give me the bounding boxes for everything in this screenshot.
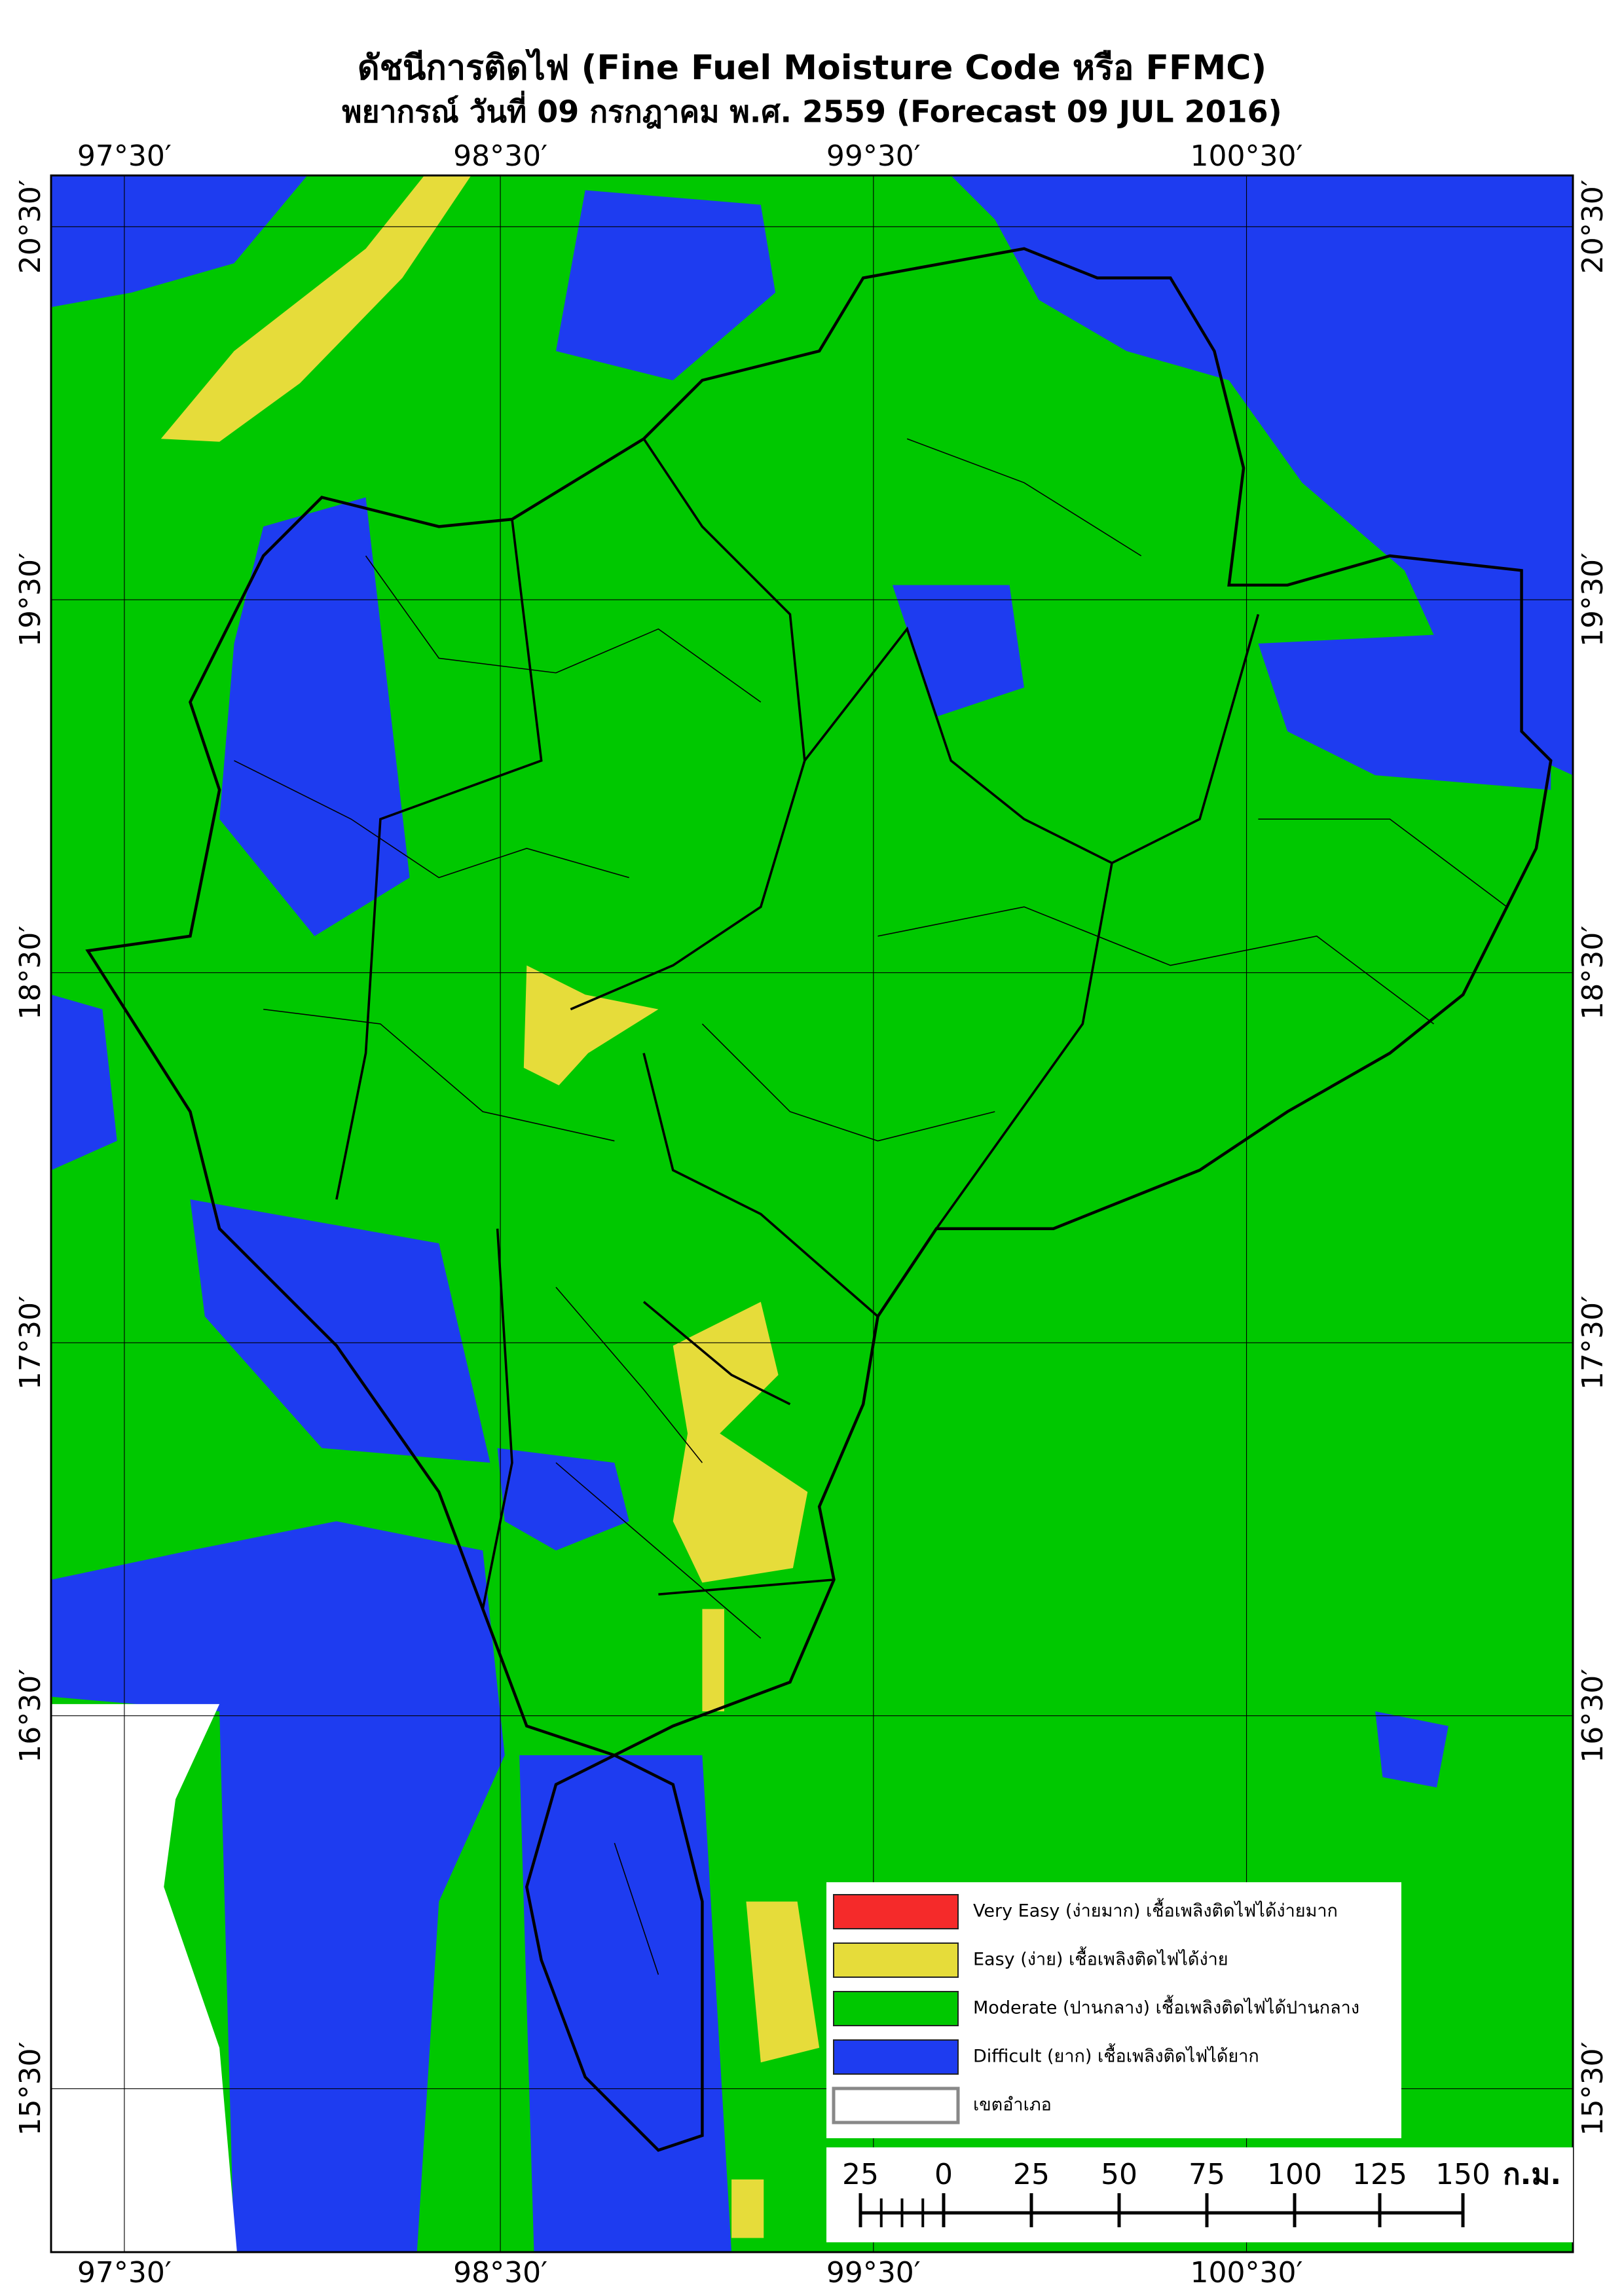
latitude-label: 16°30′ (14, 1669, 47, 1763)
latitude-label: 15°30′ (1576, 2041, 1610, 2136)
district-border (234, 438, 1507, 1975)
latitude-label: 20°30′ (1576, 179, 1610, 274)
longitude-label: 99°30′ (826, 139, 921, 173)
latitude-label: 18°30′ (1576, 926, 1610, 1020)
latitude-label: 17°30′ (1576, 1296, 1610, 1390)
easy-zone (702, 1609, 724, 1712)
subtitle: พยากรณ์ วันที่ 09 กรกฎาคม พ.ศ. 2559 (For… (342, 91, 1282, 130)
latitude-label: 19°30′ (14, 553, 47, 647)
difficult-zone (892, 585, 1024, 717)
longitude-label: 98°30′ (453, 139, 547, 173)
easy-zone (746, 1901, 820, 2063)
scale-unit: ก.ม. (1503, 2158, 1561, 2191)
legend-swatch (833, 1991, 959, 2026)
difficult-zone (951, 175, 1573, 776)
scale-bar-box (826, 2147, 1573, 2242)
easy-zone (731, 2179, 764, 2238)
scale-label: 125 (1352, 2158, 1407, 2191)
scale-label: 0 (934, 2158, 953, 2191)
longitude-label: 100°30′ (1190, 2256, 1303, 2289)
easy-zone (160, 175, 471, 442)
longitude-label: 97°30′ (77, 2256, 172, 2289)
scale-bar: 25 0 25 50 75 100 125 150 ก.ม. (842, 2158, 1561, 2227)
difficult-zone (497, 1448, 629, 1551)
latitude-label: 20°30′ (14, 179, 47, 274)
longitude-label: 97°30′ (77, 139, 172, 173)
legend-label: Easy (ง่าย) เชื้อเพลิงติดไฟได้ง่าย (973, 1946, 1228, 1970)
sea (51, 1704, 237, 2253)
graticule-labels: 97°30′ 97°30′ 98°30′ 98°30′ 99°30′ 99°30′ 100°… (14, 139, 1610, 2289)
easy-zone (673, 1302, 808, 1583)
latitude-label: 17°30′ (14, 1296, 47, 1390)
difficult-zone (51, 175, 308, 308)
longitude-label: 100°30′ (1190, 139, 1303, 173)
province-border (335, 438, 1260, 1609)
title: ดัชนีการติดไฟ (Fine Fuel Moisture Code ห… (358, 48, 1266, 88)
difficult-zone (1375, 1711, 1449, 1788)
legend-label: Moderate (ปานกลาง) เชื้อเพลิงติดไฟได้ปาน… (973, 1995, 1359, 2018)
difficult-zone (1258, 629, 1551, 790)
scale-label: 150 (1435, 2158, 1490, 2191)
latitude-label: 19°30′ (1576, 553, 1610, 647)
difficult-zone (555, 190, 776, 380)
legend: Very Easy (ง่ายมาก) เชื้อเพลิงติดไฟได้ง่… (832, 1894, 1359, 2124)
scale-label: 100 (1267, 2158, 1322, 2191)
legend-swatch (833, 1894, 959, 1929)
legend-label: เขตอำเภอ (973, 2095, 1052, 2115)
scale-label: 50 (1101, 2158, 1137, 2191)
legend-label: Difficult (ยาก) เชื้อเพลิงติดไฟได้ยาก (973, 2043, 1259, 2067)
legend-swatch (832, 2086, 960, 2124)
easy-zone (523, 965, 659, 1085)
easy-zones (160, 175, 820, 2238)
scale-label: 25 (1013, 2158, 1050, 2191)
difficult-zone (51, 994, 117, 1171)
difficult-zone (190, 1199, 490, 1463)
longitude-label: 98°30′ (453, 2256, 547, 2289)
latitude-label: 15°30′ (14, 2041, 47, 2136)
difficult-zone (519, 1755, 732, 2253)
scale-label: 25 (842, 2158, 879, 2191)
legend-label: Very Easy (ง่ายมาก) เชื้อเพลิงติดไฟได้ง่… (973, 1898, 1338, 1922)
boundaries (85, 247, 1553, 2152)
latitude-label: 18°30′ (14, 926, 47, 1020)
legend-swatch (833, 1942, 959, 1978)
province-outline (85, 247, 1553, 2152)
map-area (51, 175, 1573, 2253)
scale-label: 75 (1189, 2158, 1225, 2191)
latitude-label: 16°30′ (1576, 1669, 1610, 1763)
legend-swatch (833, 2039, 959, 2075)
map-frame (50, 174, 1574, 2253)
longitude-label: 99°30′ (826, 2256, 921, 2289)
